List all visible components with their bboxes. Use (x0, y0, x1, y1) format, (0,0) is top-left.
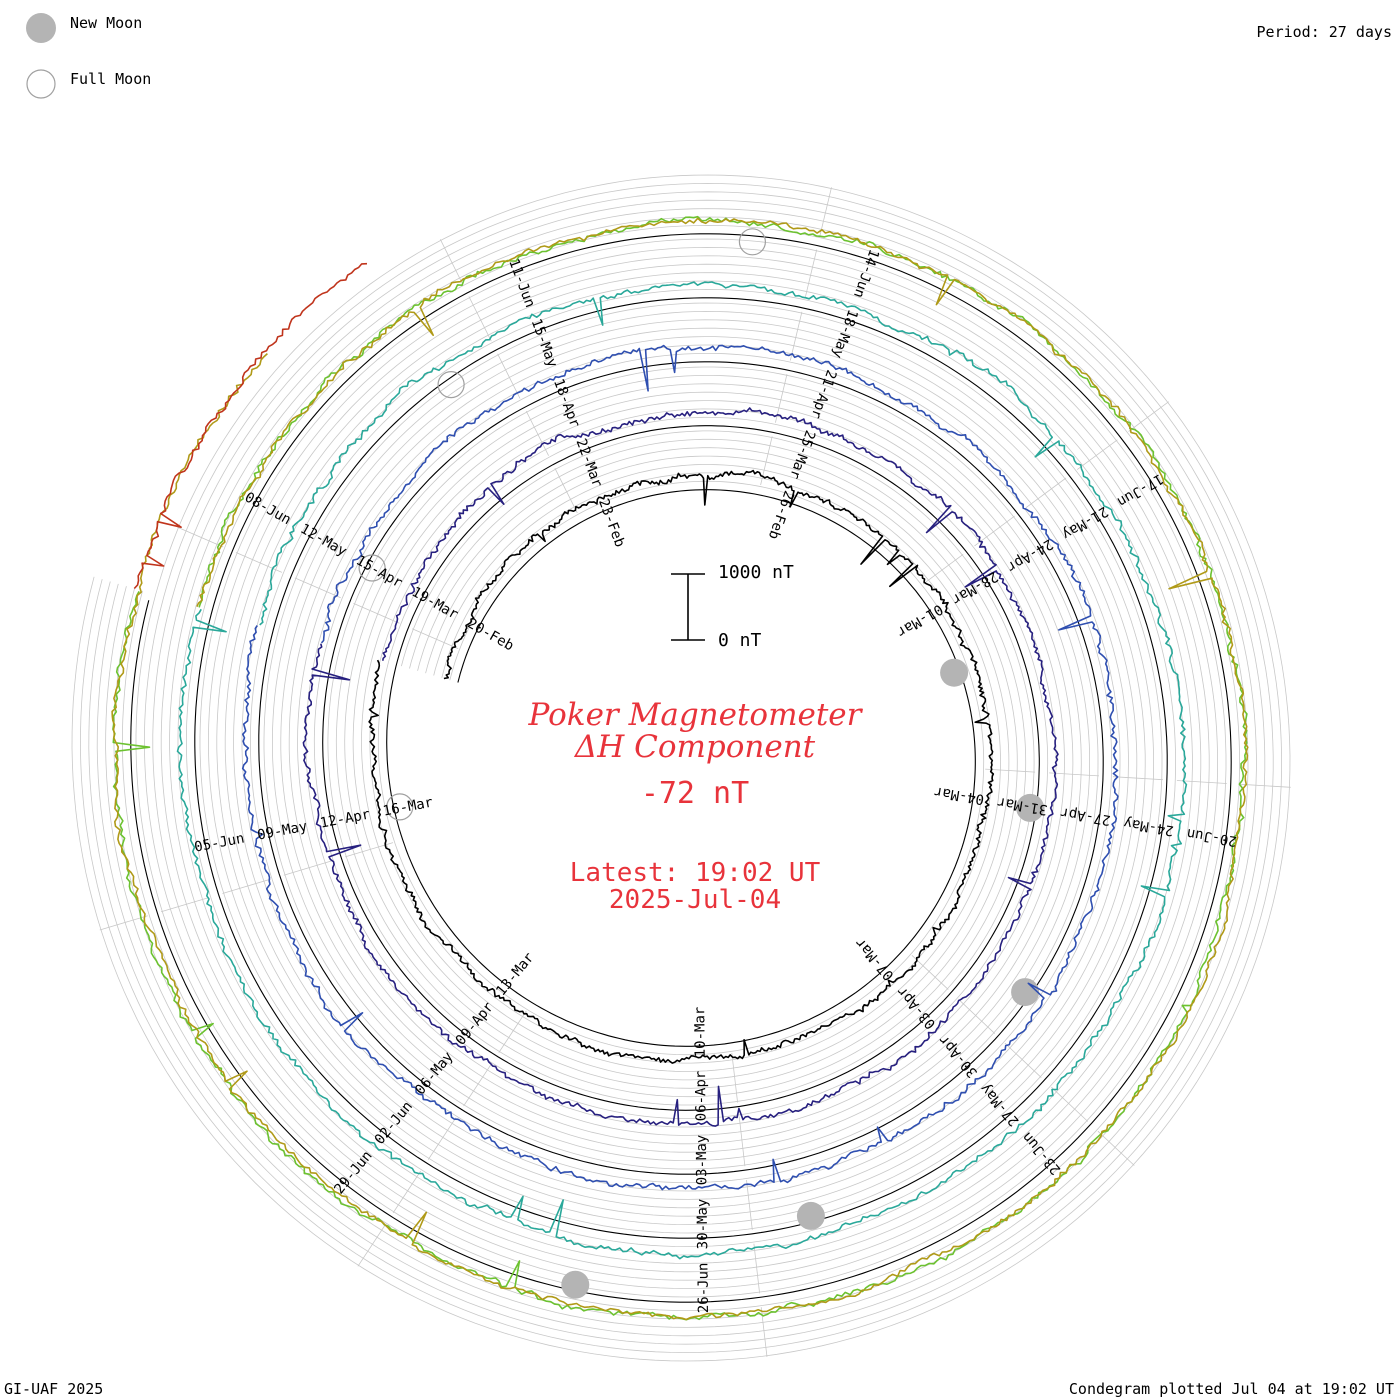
grid-ring (113, 216, 1249, 1320)
tick-label: 21-Apr (807, 368, 839, 421)
tick-label: 30-Apr (936, 1032, 981, 1081)
tick-label: 12-May (297, 521, 349, 560)
credit-label: GI-UAF 2025 (4, 1380, 104, 1398)
new-moon-marker (940, 658, 969, 687)
tick-label: 19-Mar (409, 584, 461, 623)
legend-new-moon-icon (26, 13, 56, 43)
tick-label: 03-May (694, 1135, 711, 1186)
new-moon-marker (1011, 978, 1040, 1007)
series-line-6 (111, 217, 1249, 1321)
period-label: Period: 27 days (1256, 23, 1392, 41)
tick-label: 09-May (256, 819, 309, 844)
legend-full-moon-icon (26, 69, 56, 99)
new-moon-marker (796, 1201, 825, 1230)
latest-time: Latest: 19:02 UT (569, 858, 821, 888)
grid-spoke (439, 239, 578, 514)
plotted-timestamp: Condegram plotted Jul 04 at 19:02 UT (1068, 1380, 1394, 1398)
chart-title: Poker Magnetometer (528, 697, 862, 733)
grid-spoke (911, 955, 1135, 1166)
scale-bar (671, 573, 705, 641)
series-layer (111, 215, 1249, 1321)
tick-label: 07-Mar (852, 935, 897, 984)
scale-top-label: 1000 nT (718, 562, 794, 583)
grid-spoke (357, 1010, 527, 1267)
full-moon-marker (738, 228, 767, 256)
new-moon-marker (561, 1270, 590, 1299)
tick-label: 01-Mar (894, 601, 946, 641)
tick-label: 20-Feb (464, 616, 516, 655)
legend-layer (26, 13, 56, 99)
grid-ring (71, 174, 1291, 1362)
current-value: -72 nT (640, 776, 750, 811)
series-line-7 (133, 262, 368, 590)
latest-date: 2025-Jul-04 (608, 885, 782, 915)
tick-label: 24-May (1122, 814, 1175, 838)
series-line-1 (368, 469, 995, 1064)
tick-label: 23-Feb (595, 497, 628, 550)
grid-spoke (99, 842, 394, 931)
full-moon-marker (358, 554, 386, 582)
legend-new-moon-label: New Moon (70, 14, 143, 32)
legend-full-moon-label: Full Moon (70, 70, 152, 88)
tick-label: 15-May (528, 317, 561, 370)
grid-spoke (760, 187, 832, 486)
tick-label: 15-Apr (353, 553, 405, 592)
tick-label: 03-Apr (894, 983, 939, 1032)
tick-label: 06-Apr (693, 1071, 710, 1122)
grid-ring (105, 208, 1257, 1328)
series-line-2 (302, 407, 1059, 1127)
tick-label: 22-Mar (573, 437, 606, 490)
baseline-spiral (130, 233, 1232, 1303)
grid-ring (79, 182, 1282, 1354)
tick-label: 10-Mar (692, 1007, 709, 1058)
tick-label: 23-Jun (1019, 1129, 1064, 1178)
grid-spoke (731, 1052, 768, 1357)
tick-label: 08-Jun (242, 489, 294, 528)
baseline-layer (130, 233, 1232, 1303)
full-moon-marker (386, 793, 414, 821)
tick-label: 25-Mar (786, 428, 818, 481)
grid-spoke (177, 526, 459, 649)
grid-spoke (985, 768, 1291, 788)
tick-label: 18-Apr (550, 377, 583, 430)
series-line-3 (241, 344, 1119, 1191)
spoke-layer (99, 187, 1291, 1357)
full-moon-marker (437, 371, 465, 399)
chart-subtitle: ΔH Component (574, 729, 816, 765)
tick-label: 30-May (695, 1199, 712, 1250)
grid-ring (122, 224, 1240, 1312)
grid-layer (71, 174, 1291, 1362)
grid-ring (96, 199, 1266, 1337)
series-line-4 (176, 281, 1188, 1260)
tick-label: 11-Jun (505, 257, 538, 310)
tick-label: 26-Feb (765, 488, 797, 541)
grid-ring (88, 191, 1274, 1345)
series-line-5 (112, 215, 1248, 1321)
tick-label: 27-May (977, 1080, 1022, 1129)
scale-bottom-label: 0 nT (718, 630, 762, 651)
grid-spoke (922, 401, 1169, 585)
new-moon-marker (1016, 793, 1045, 822)
moon-layer (358, 228, 1045, 1299)
tick-label: 26-Jun (695, 1263, 712, 1314)
tick-label: 20-Jun (1186, 825, 1239, 849)
